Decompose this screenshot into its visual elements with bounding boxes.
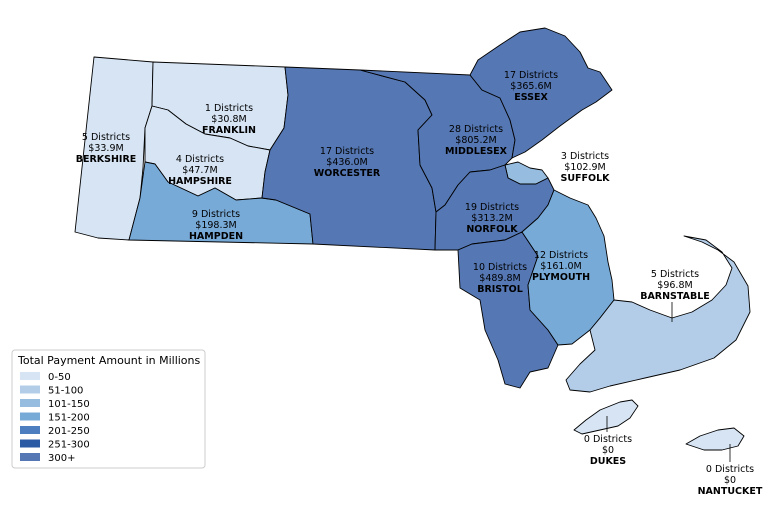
svg-text:1 Districts: 1 Districts <box>205 103 253 114</box>
legend-swatch <box>20 399 40 407</box>
svg-text:BERKSHIRE: BERKSHIRE <box>76 154 137 165</box>
svg-text:DUKES: DUKES <box>590 456 626 467</box>
county-essex <box>469 27 613 159</box>
svg-text:PLYMOUTH: PLYMOUTH <box>532 272 590 283</box>
legend-label: 251-300 <box>48 440 90 451</box>
legend-label: 101-150 <box>48 399 90 410</box>
svg-text:FRANKLIN: FRANKLIN <box>202 125 256 136</box>
legend-swatch <box>20 385 40 394</box>
label-bristol: 10 Districts $489.8M BRISTOL <box>473 262 527 295</box>
svg-text:0 Districts: 0 Districts <box>706 464 754 475</box>
svg-text:17 Districts: 17 Districts <box>320 146 374 157</box>
label-norfolk: 19 Districts $313.2M NORFOLK <box>465 202 519 235</box>
svg-text:$102.9M: $102.9M <box>564 162 605 173</box>
svg-text:12 Districts: 12 Districts <box>534 250 588 261</box>
label-hampden: 9 Districts $198.3M HAMPDEN <box>189 209 243 242</box>
svg-text:$30.8M: $30.8M <box>211 114 246 125</box>
legend-label: 300+ <box>48 453 75 464</box>
svg-text:HAMPSHIRE: HAMPSHIRE <box>168 176 232 187</box>
legend-label: 151-200 <box>48 413 90 424</box>
svg-text:$198.3M: $198.3M <box>195 220 236 231</box>
svg-text:4 Districts: 4 Districts <box>176 154 224 165</box>
county-nantucket <box>685 427 745 451</box>
svg-text:SUFFOLK: SUFFOLK <box>560 173 610 184</box>
legend-label: 201-250 <box>48 426 90 437</box>
svg-text:NANTUCKET: NANTUCKET <box>698 486 763 497</box>
label-suffolk: 3 Districts $102.9M SUFFOLK <box>560 151 610 184</box>
legend-title: Total Payment Amount in Millions <box>17 354 201 367</box>
svg-text:19 Districts: 19 Districts <box>465 202 519 213</box>
legend-label: 0-50 <box>48 372 71 383</box>
label-essex: 17 Districts $365.6M ESSEX <box>504 70 558 103</box>
svg-text:MIDDLESEX: MIDDLESEX <box>445 146 508 157</box>
svg-text:BRISTOL: BRISTOL <box>477 284 523 295</box>
legend-swatch <box>20 439 40 448</box>
county-plymouth <box>521 189 615 346</box>
legend: Total Payment Amount in Millions 0-50 51-… <box>11 349 206 469</box>
svg-text:BARNSTABLE: BARNSTABLE <box>640 291 710 302</box>
svg-text:$161.0M: $161.0M <box>540 261 581 272</box>
svg-text:$0: $0 <box>602 445 614 456</box>
svg-text:WORCESTER: WORCESTER <box>314 168 381 179</box>
svg-text:5 Districts: 5 Districts <box>82 132 130 143</box>
svg-text:$436.0M: $436.0M <box>326 157 367 168</box>
county-barnstable <box>565 235 751 393</box>
svg-text:$0: $0 <box>724 475 736 486</box>
legend-swatch <box>20 453 40 461</box>
label-nantucket: 0 Districts $0 NANTUCKET <box>698 464 763 497</box>
svg-text:$365.6M: $365.6M <box>510 81 551 92</box>
label-middlesex: 28 Districts $805.2M MIDDLESEX <box>445 124 508 157</box>
legend-frame <box>11 349 206 469</box>
legend-label: 51-100 <box>48 386 83 397</box>
label-berkshire: 5 Districts $33.9M BERKSHIRE <box>76 132 137 165</box>
label-plymouth: 12 Districts $161.0M PLYMOUTH <box>532 250 590 283</box>
svg-text:$489.8M: $489.8M <box>479 273 520 284</box>
svg-text:$33.9M: $33.9M <box>88 143 123 154</box>
county-bristol <box>457 231 559 389</box>
label-barnstable: 5 Districts $96.8M BARNSTABLE <box>640 269 710 302</box>
label-dukes: 0 Districts $0 DUKES <box>584 434 632 467</box>
svg-text:5 Districts: 5 Districts <box>651 269 699 280</box>
county-dukes <box>573 399 639 435</box>
svg-text:$313.2M: $313.2M <box>471 213 512 224</box>
label-worcester: 17 Districts $436.0M WORCESTER <box>314 146 381 179</box>
svg-text:ESSEX: ESSEX <box>514 92 548 103</box>
svg-text:28 Districts: 28 Districts <box>449 124 503 135</box>
svg-text:NORFOLK: NORFOLK <box>466 224 518 235</box>
legend-swatch <box>20 426 40 434</box>
svg-text:HAMPDEN: HAMPDEN <box>189 231 243 242</box>
svg-text:9 Districts: 9 Districts <box>192 209 240 220</box>
svg-text:$96.8M: $96.8M <box>657 280 692 291</box>
svg-text:17 Districts: 17 Districts <box>504 70 558 81</box>
svg-text:3 Districts: 3 Districts <box>561 151 609 162</box>
svg-text:$47.7M: $47.7M <box>182 165 217 176</box>
label-hampshire: 4 Districts $47.7M HAMPSHIRE <box>168 154 232 187</box>
legend-swatch <box>20 372 40 380</box>
svg-text:10 Districts: 10 Districts <box>473 262 527 273</box>
svg-text:0 Districts: 0 Districts <box>584 434 632 445</box>
label-franklin: 1 Districts $30.8M FRANKLIN <box>202 103 256 136</box>
svg-text:$805.2M: $805.2M <box>455 135 496 146</box>
legend-swatch <box>20 412 40 421</box>
